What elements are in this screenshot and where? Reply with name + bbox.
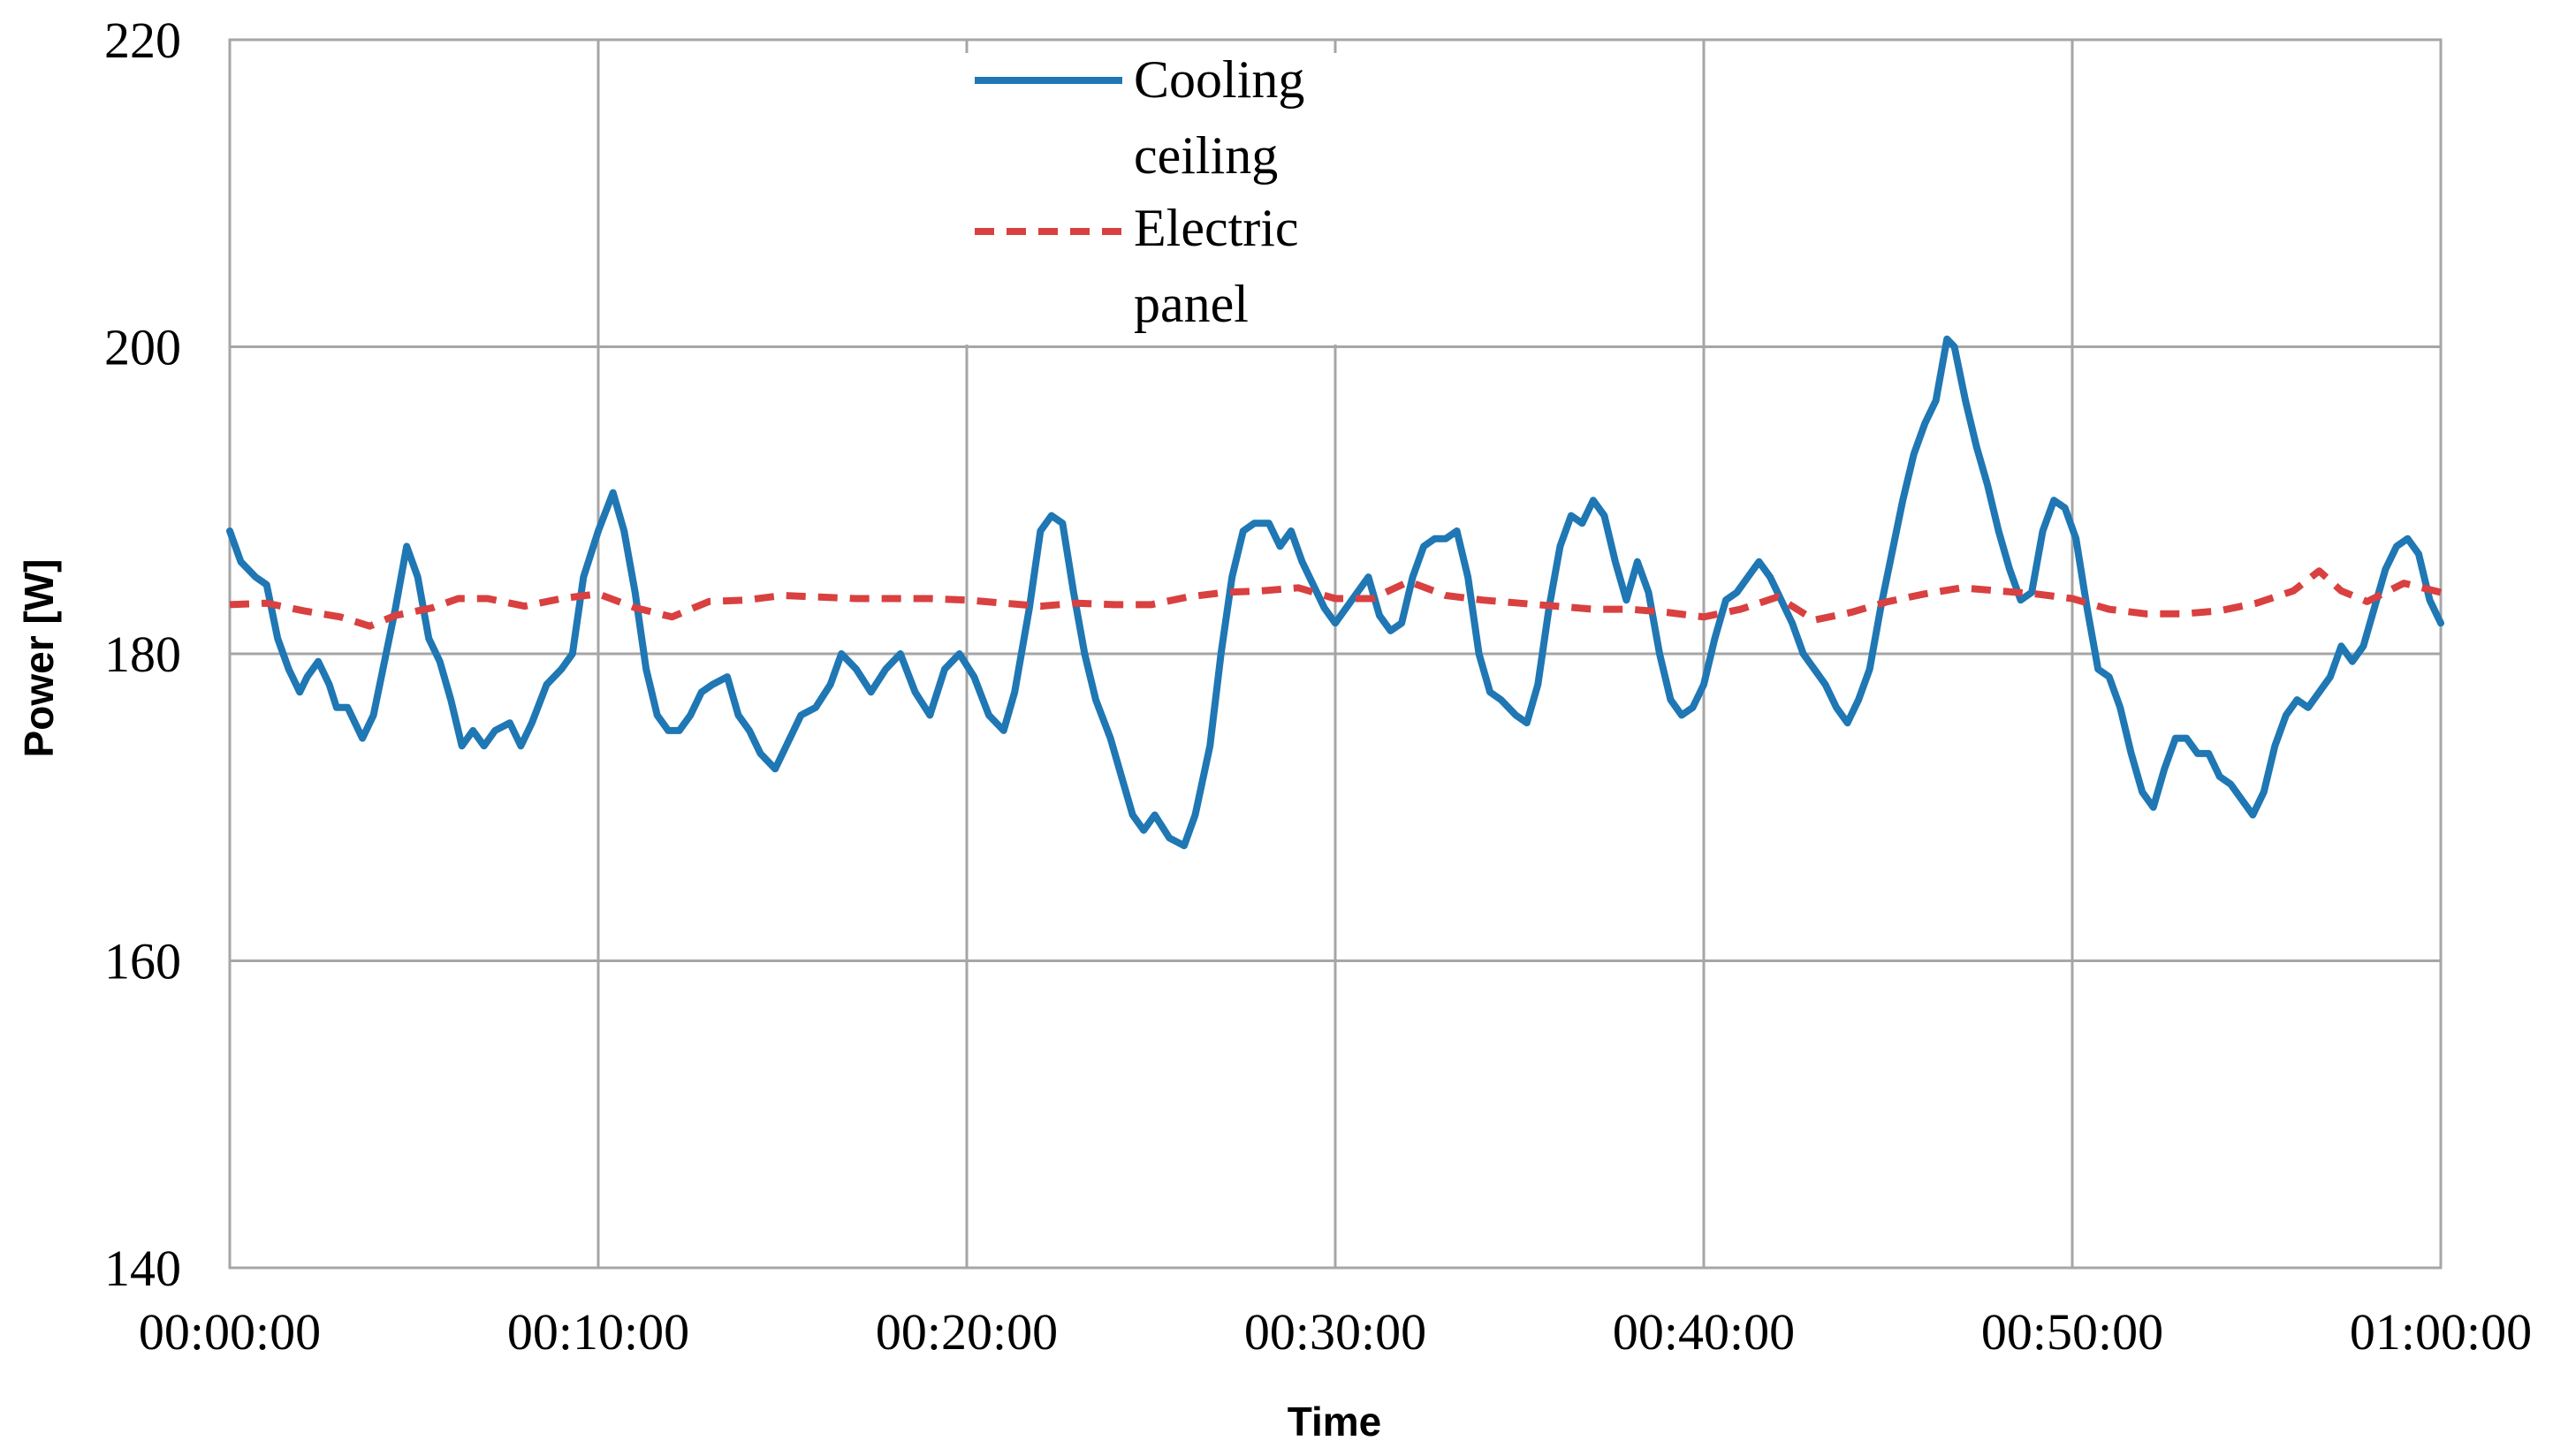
legend-label-electric-panel-line1: Electric <box>1134 199 1299 257</box>
x-tick-label-50: 00:50:00 <box>1981 1303 2163 1361</box>
series-line-electric-panel <box>229 567 2442 630</box>
y-axis-title: Power [W] <box>16 559 62 758</box>
x-tick-label-0: 00:00:00 <box>139 1303 321 1361</box>
series-lines <box>226 335 2444 850</box>
plot-area-border <box>228 38 2443 1270</box>
x-tick-label-20: 00:20:00 <box>876 1303 1058 1361</box>
x-tick-label-60: 01:00:00 <box>2350 1303 2532 1361</box>
x-tick-label-30: 00:30:00 <box>1244 1303 1426 1361</box>
x-tick-label-10: 00:10:00 <box>507 1303 689 1361</box>
x-tick-label-40: 00:40:00 <box>1613 1303 1795 1361</box>
y-tick-label-200: 200 <box>104 319 181 376</box>
legend-background <box>963 53 1343 345</box>
y-tick-label-160: 160 <box>104 933 181 990</box>
legend-label-electric-panel-line2: panel <box>1134 275 1249 333</box>
y-tick-label-140: 140 <box>104 1240 181 1297</box>
legend: Cooling ceiling Electric panel <box>963 50 1343 345</box>
x-axis-ticks: 00:00:00 00:10:00 00:20:00 00:30:00 00:40:00… <box>139 1303 2532 1361</box>
y-axis-ticks: 140 160 180 200 220 <box>104 11 181 1297</box>
legend-label-cooling-ceiling-line1: Cooling <box>1134 50 1304 109</box>
x-axis-title: Time <box>1288 1399 1382 1445</box>
legend-label-cooling-ceiling-line2: ceiling <box>1134 126 1278 185</box>
y-tick-label-180: 180 <box>104 626 181 683</box>
y-tick-label-220: 220 <box>104 11 181 69</box>
series-line-cooling-ceiling <box>226 335 2444 850</box>
